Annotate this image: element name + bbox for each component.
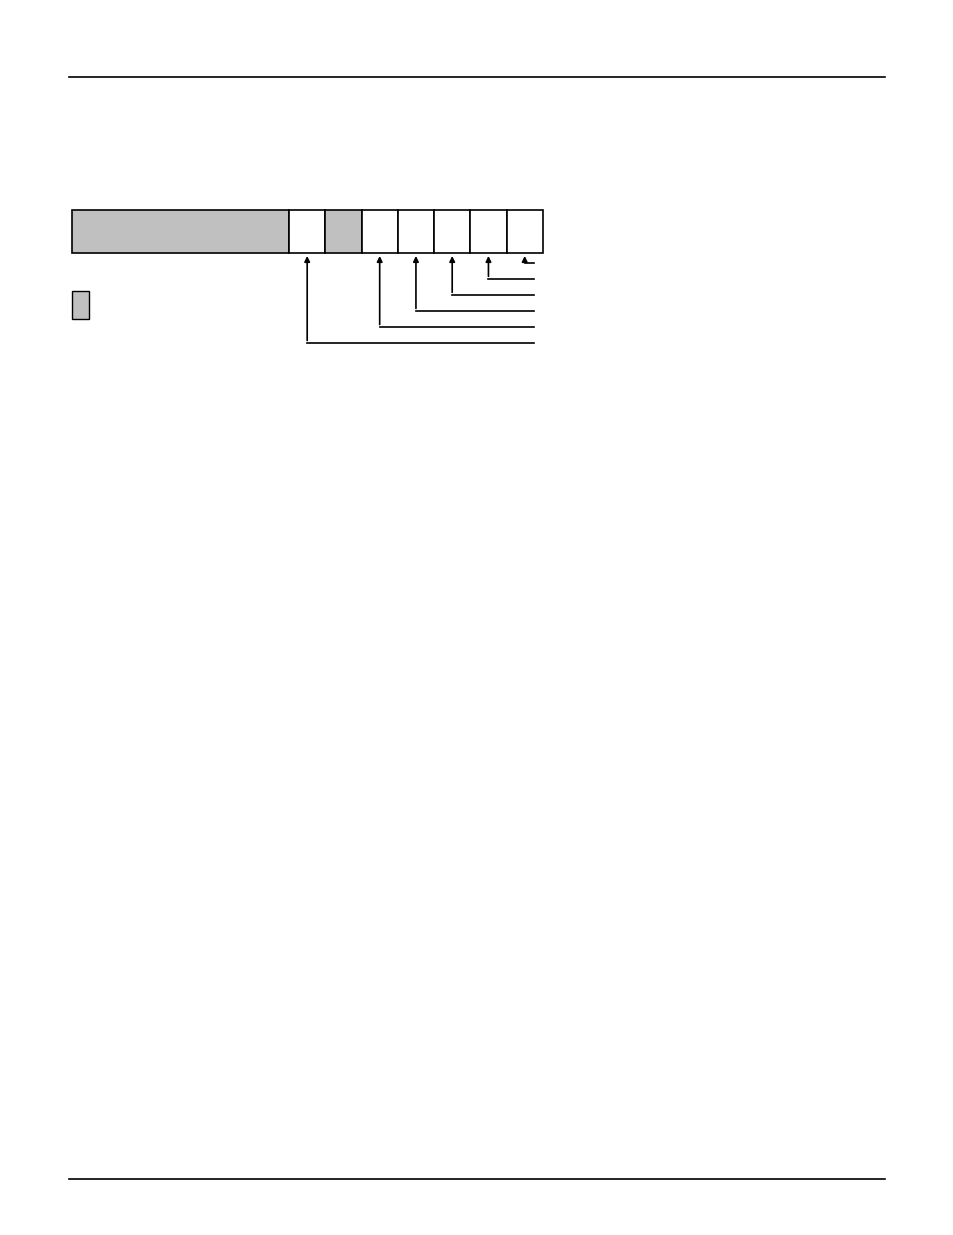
- Bar: [71, 291, 89, 319]
- Bar: [289, 210, 325, 253]
- Bar: [71, 210, 289, 253]
- Bar: [506, 210, 542, 253]
- Bar: [325, 210, 361, 253]
- Bar: [434, 210, 470, 253]
- Bar: [397, 210, 434, 253]
- Bar: [470, 210, 506, 253]
- Bar: [361, 210, 397, 253]
